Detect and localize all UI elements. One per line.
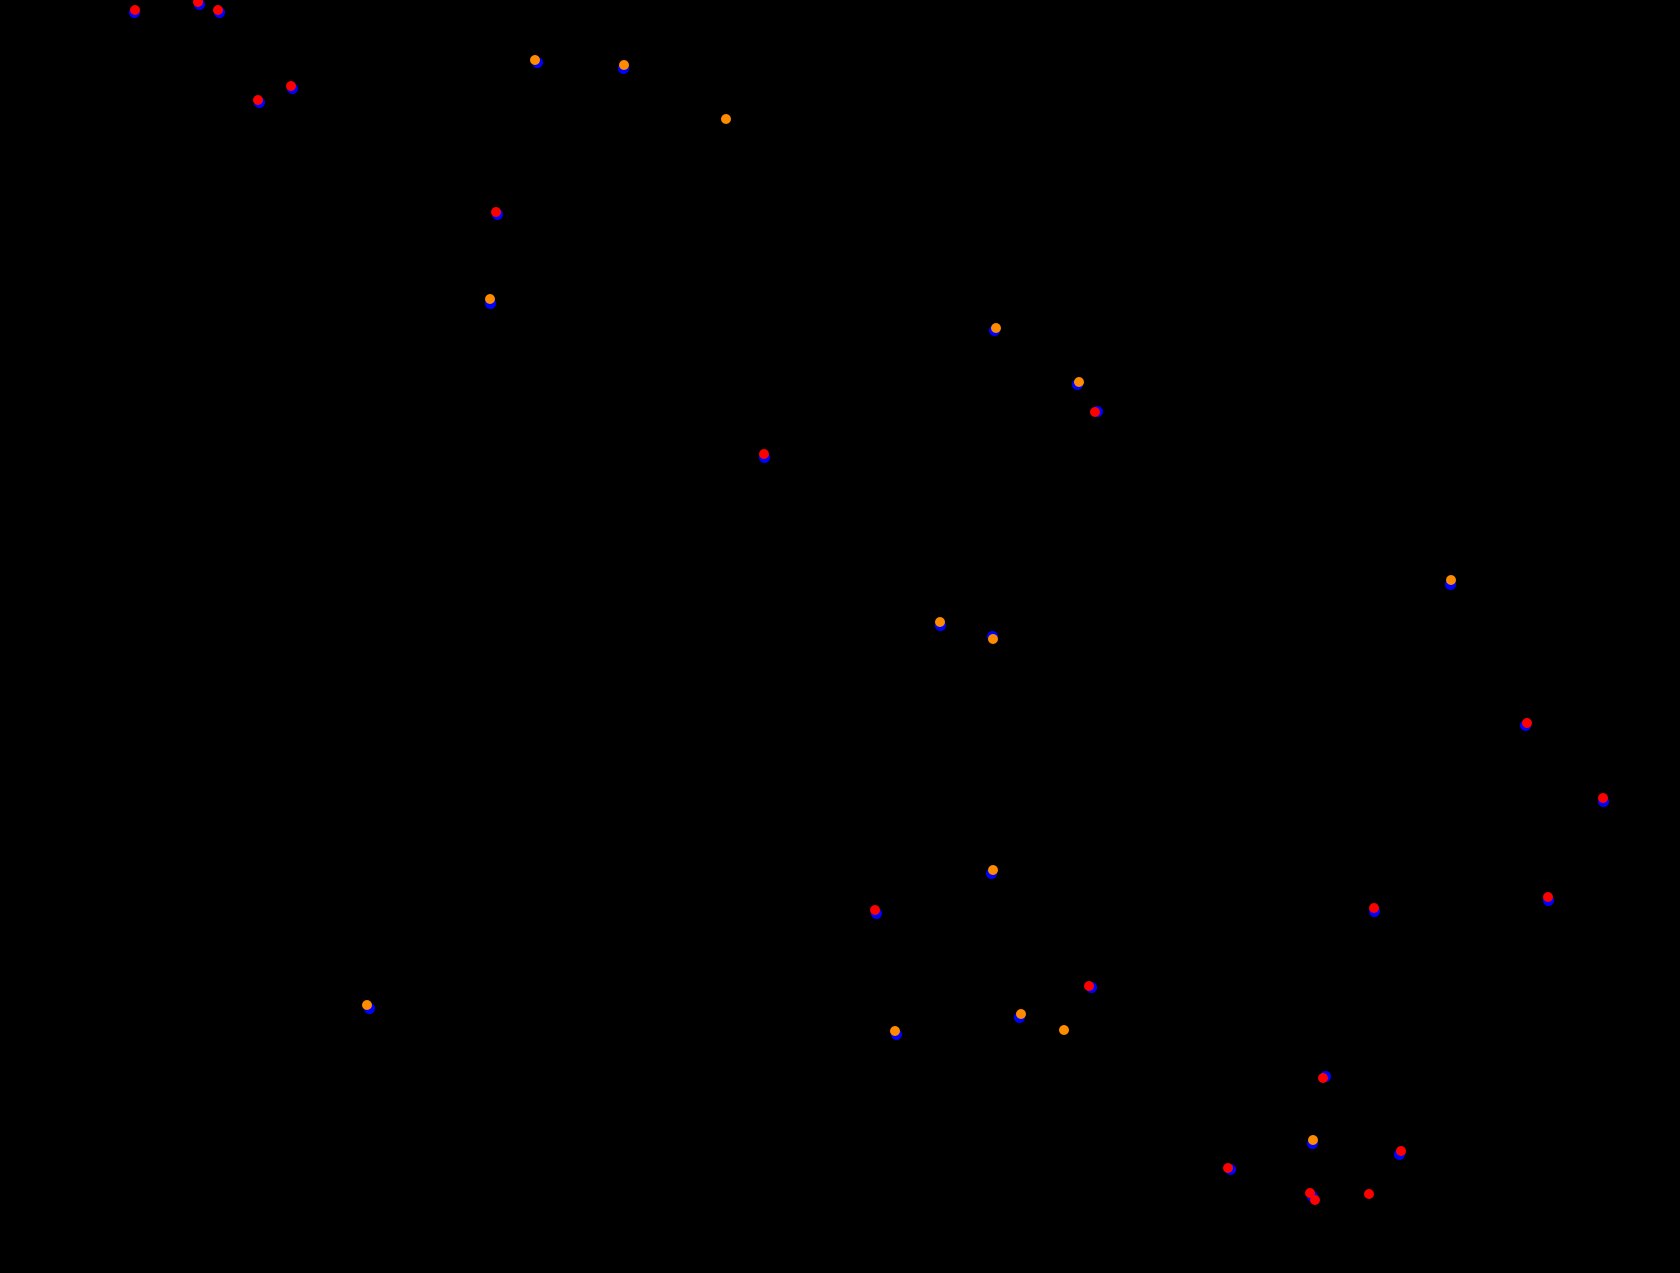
red-data-point	[1522, 718, 1532, 728]
orange-data-point	[935, 617, 945, 627]
orange-data-point	[1446, 575, 1456, 585]
red-data-point	[1369, 903, 1379, 913]
red-data-point	[1223, 1163, 1233, 1173]
red-data-point	[1090, 407, 1100, 417]
red-data-point	[1318, 1073, 1328, 1083]
red-data-point	[1305, 1188, 1315, 1198]
red-data-point	[870, 905, 880, 915]
orange-data-point	[890, 1026, 900, 1036]
red-data-point	[1543, 892, 1553, 902]
orange-data-point	[1016, 1009, 1026, 1019]
orange-data-point	[988, 865, 998, 875]
orange-data-point	[991, 323, 1001, 333]
red-data-point	[1084, 981, 1094, 991]
orange-data-point	[619, 60, 629, 70]
red-data-point	[193, 0, 203, 7]
red-data-point	[253, 95, 263, 105]
orange-data-point	[1074, 377, 1084, 387]
orange-data-point	[721, 114, 731, 124]
orange-data-point	[1308, 1135, 1318, 1145]
red-data-point	[1396, 1146, 1406, 1156]
red-data-point	[213, 5, 223, 15]
orange-data-point	[530, 55, 540, 65]
red-data-point	[491, 207, 501, 217]
red-data-point	[130, 5, 140, 15]
red-data-point	[286, 81, 296, 91]
orange-data-point	[362, 1000, 372, 1010]
red-data-point	[1598, 793, 1608, 803]
orange-data-point	[1059, 1025, 1069, 1035]
red-data-point	[1364, 1189, 1374, 1199]
orange-data-point	[988, 634, 998, 644]
red-data-point	[1310, 1195, 1320, 1205]
red-data-point	[759, 449, 769, 459]
orange-data-point	[485, 294, 495, 304]
